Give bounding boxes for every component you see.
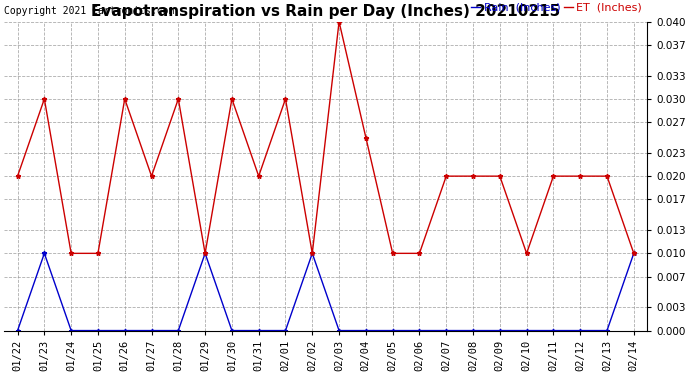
Title: Evapotranspiration vs Rain per Day (Inches) 20210215: Evapotranspiration vs Rain per Day (Inch…	[91, 4, 560, 19]
Text: Copyright 2021 Cartronics.com: Copyright 2021 Cartronics.com	[4, 6, 175, 15]
Legend: Rain  (Inches), ET  (Inches): Rain (Inches), ET (Inches)	[471, 3, 642, 13]
